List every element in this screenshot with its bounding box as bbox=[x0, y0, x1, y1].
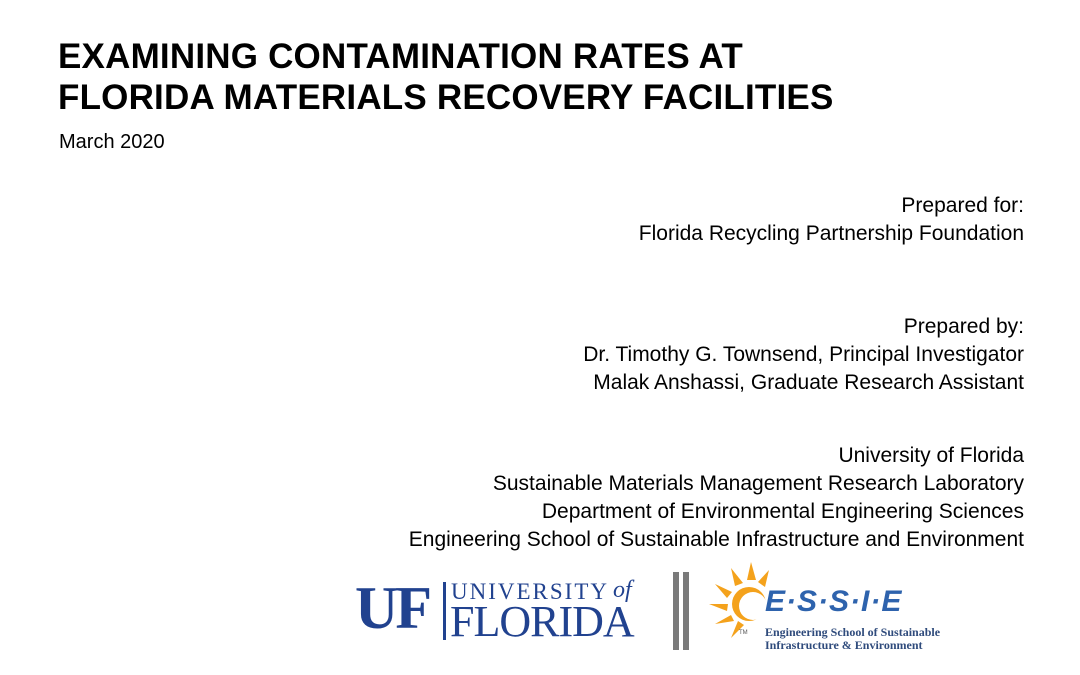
author-line: Malak Anshassi, Graduate Research Assist… bbox=[593, 371, 1024, 394]
essie-logo-caption: Engineering School of Sustainable Infras… bbox=[765, 626, 940, 652]
title-line-1: EXAMINING CONTAMINATION RATES AT bbox=[58, 37, 743, 76]
author-line: Dr. Timothy G. Townsend, Principal Inves… bbox=[583, 343, 1024, 366]
uf-logo-university: UNIVERSITY bbox=[451, 579, 609, 604]
prepared-for-heading: Prepared for: bbox=[901, 194, 1024, 217]
prepared-for-block: Prepared for: Florida Recycling Partners… bbox=[639, 192, 1024, 248]
uf-logo-of: of bbox=[613, 577, 632, 603]
trademark-symbol: TM bbox=[739, 630, 748, 636]
prepared-by-block: Prepared by: Dr. Timothy G. Townsend, Pr… bbox=[583, 313, 1024, 397]
document-date: March 2020 bbox=[59, 131, 165, 153]
prepared-by-heading: Prepared by: bbox=[903, 315, 1024, 338]
institution-block: University of Florida Sustainable Materi… bbox=[409, 442, 1024, 554]
essie-caption-line-1: Engineering School of Sustainable bbox=[765, 625, 941, 639]
uf-logo-divider bbox=[443, 582, 446, 640]
institution-line: University of Florida bbox=[838, 444, 1024, 467]
institution-line: Department of Environmental Engineering … bbox=[541, 500, 1024, 523]
institution-line: Engineering School of Sustainable Infras… bbox=[408, 528, 1024, 551]
institution-line: Sustainable Materials Management Researc… bbox=[492, 472, 1024, 495]
document-title: EXAMINING CONTAMINATION RATES AT FLORIDA… bbox=[58, 36, 834, 118]
sun-icon bbox=[709, 562, 769, 638]
uf-logo-florida: FLORIDA bbox=[450, 597, 635, 646]
logo-row: UF UNIVERSITY of FLORIDA E·S·S·I·E TM En… bbox=[355, 560, 985, 655]
logo-separator bbox=[673, 572, 693, 650]
uf-logo-mark: UF bbox=[355, 575, 432, 641]
title-line-2: FLORIDA MATERIALS RECOVERY FACILITIES bbox=[58, 78, 834, 117]
essie-caption-line-2: Infrastructure & Environment bbox=[765, 638, 923, 652]
prepared-for-organization: Florida Recycling Partnership Foundation bbox=[638, 222, 1024, 245]
essie-logo-letters: E·S·S·I·E bbox=[765, 585, 903, 618]
